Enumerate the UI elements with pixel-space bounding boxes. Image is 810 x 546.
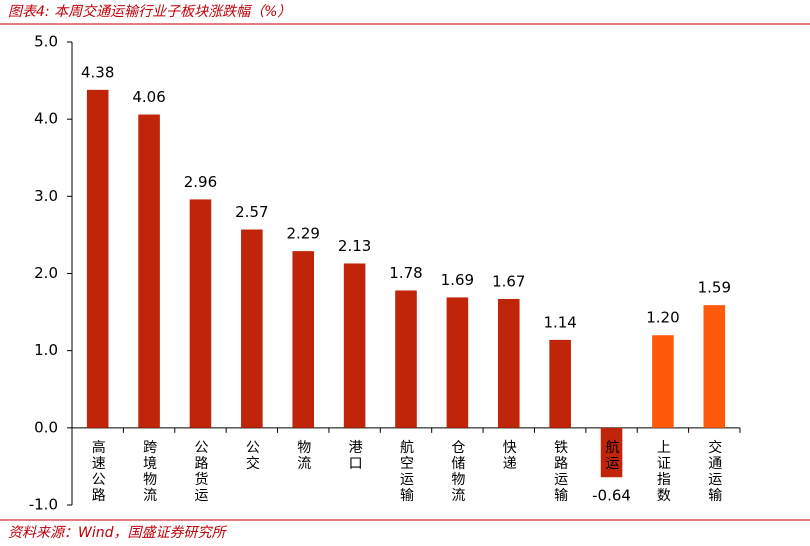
value-label: 1.78 [389,264,422,282]
x-tick-label: 上证指数 [655,440,671,504]
value-label: 1.67 [492,272,525,290]
x-tick-label: 跨境物流 [141,440,157,504]
x-tick-label: 交通运输 [706,439,722,504]
bar [189,199,212,428]
bar [600,427,623,478]
bar [549,339,571,428]
bar [138,114,160,428]
bar [86,89,109,428]
y-tick-label: 1.0 [34,341,58,359]
y-tick-label: 0.0 [34,418,58,436]
bar [343,263,366,428]
x-tick-label: 物流 [295,440,311,472]
y-tick-label: 3.0 [34,187,58,205]
value-label: 1.14 [543,313,576,331]
value-label: 1.20 [646,309,679,327]
bar [703,305,726,428]
x-tick-label: 快递 [501,440,517,472]
x-tick-label: 公路货运 [192,440,208,504]
value-label: 1.59 [698,279,731,297]
value-label: 4.06 [132,88,165,106]
x-tick-label: 铁路运输 [552,440,568,504]
x-tick-label: 港口 [347,440,363,472]
x-tick-label: 航运 [604,440,620,472]
y-tick-label: 5.0 [34,33,58,51]
bar [292,251,315,428]
bar [446,297,469,428]
value-label: -0.64 [592,487,631,505]
chart-title: 图表4: 本周交通运输行业子板块涨跌幅（%） [8,4,291,20]
source-note: 资料来源：Wind，国盛证券研究所 [8,525,227,541]
x-tick-label: 航空运输 [398,440,414,504]
x-tick-label: 公交 [244,440,260,472]
value-label: 2.29 [287,225,320,243]
bar [497,298,520,428]
bar [652,335,674,428]
bar [395,290,417,428]
value-label: 4.38 [81,63,114,81]
value-label: 2.96 [184,173,217,191]
y-tick-label: 4.0 [34,110,58,128]
value-label: 1.69 [441,271,474,289]
y-tick-label: 2.0 [34,264,58,282]
value-label: 2.13 [338,237,371,255]
y-tick-label: -1.0 [29,496,58,514]
x-tick-label: 仓储物流 [449,440,465,504]
value-label: 2.57 [235,203,268,221]
x-tick-label: 高速公路 [90,439,106,504]
bar [241,229,263,428]
